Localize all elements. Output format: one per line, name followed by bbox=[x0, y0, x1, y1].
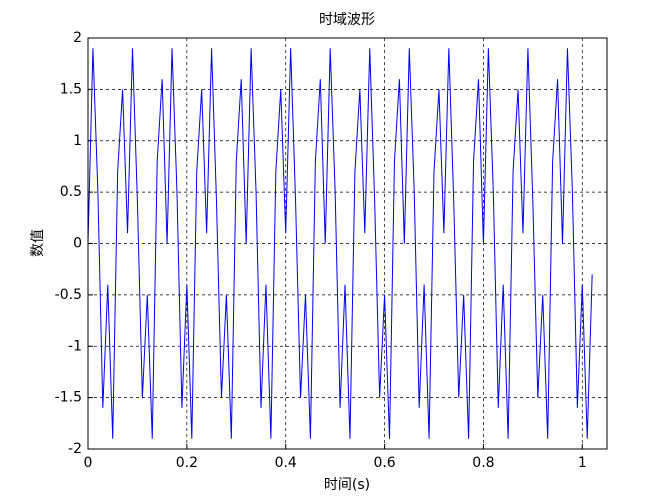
x-axis-label: 时间(s) bbox=[324, 477, 370, 493]
y-tick-label: 0.5 bbox=[60, 184, 82, 200]
y-tick-label: -1.5 bbox=[55, 390, 82, 406]
x-tick-label: 0.2 bbox=[176, 455, 198, 471]
y-axis-label: 数值 bbox=[30, 229, 46, 257]
axes-box bbox=[87, 37, 608, 450]
y-tick-label: -0.5 bbox=[55, 287, 82, 303]
x-tick-label: 0.8 bbox=[472, 455, 494, 471]
x-tick-label: 0 bbox=[84, 455, 93, 471]
x-tick-label: 0.4 bbox=[275, 455, 297, 471]
x-tick-label: 1 bbox=[578, 455, 587, 471]
y-tick-label: 1 bbox=[73, 133, 82, 149]
chart-title: 时域波形 bbox=[319, 12, 375, 28]
y-tick-label: -2 bbox=[68, 441, 82, 457]
data-line bbox=[87, 48, 593, 439]
x-tick-label: 0.6 bbox=[373, 455, 395, 471]
y-tick-label: 1.5 bbox=[60, 81, 82, 97]
y-tick-label: 0 bbox=[73, 236, 82, 252]
y-tick-label: -1 bbox=[68, 338, 82, 354]
y-tick-label: 2 bbox=[73, 30, 82, 46]
